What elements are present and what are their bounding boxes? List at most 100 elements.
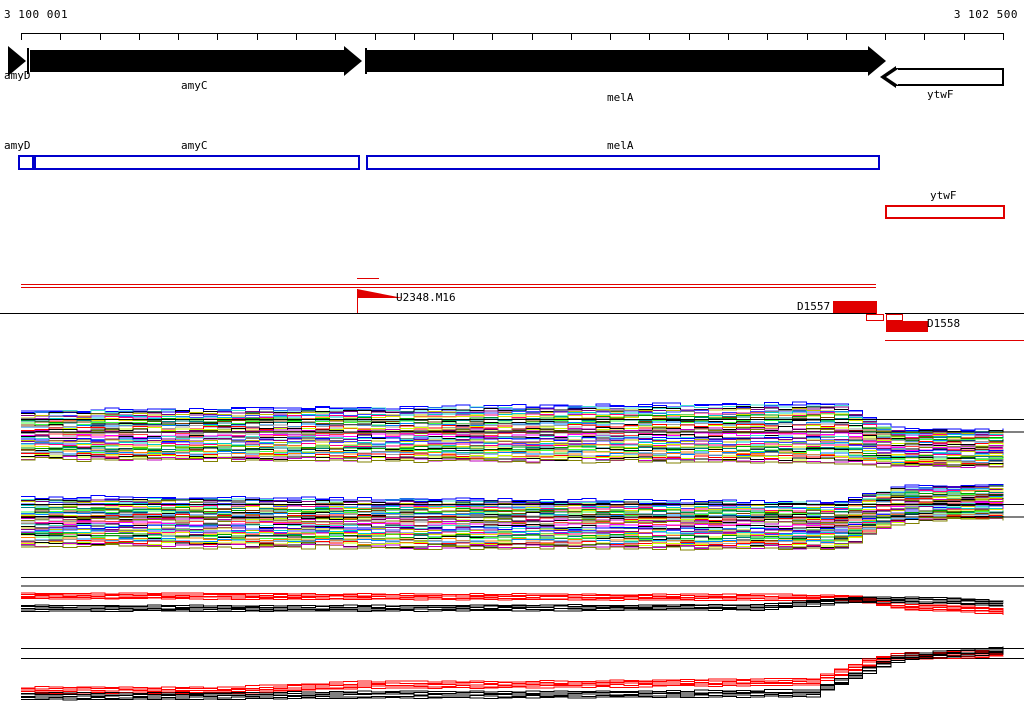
alignment-trace-line xyxy=(21,489,1004,513)
ruler-axis-line xyxy=(21,33,1003,34)
match-baseline-left xyxy=(0,313,876,314)
gene-arrow-ytwf-body[interactable] xyxy=(896,68,1004,86)
alignment-trace-line xyxy=(21,485,1004,507)
alignment-trace-line xyxy=(21,652,1004,701)
ruler-tick xyxy=(532,33,533,40)
alignment-trace-line xyxy=(21,494,1003,516)
alignment-trace-panel-3[interactable] xyxy=(0,570,1024,632)
arrow-head-icon xyxy=(8,46,26,76)
gene-label-amyd: amyD xyxy=(4,69,31,82)
ruler-tick xyxy=(139,33,140,40)
alignment-trace-line xyxy=(21,517,1004,551)
ruler-tick xyxy=(21,33,22,40)
ruler-tick xyxy=(492,33,493,40)
orf-label-amyc: amyC xyxy=(181,139,208,152)
alignment-trace-line xyxy=(21,652,1004,692)
alignment-trace-line xyxy=(21,490,1004,515)
alignment-trace-line xyxy=(21,450,1004,464)
alignment-trace-line xyxy=(21,425,1004,447)
orf-label-ytwf: ytwF xyxy=(930,189,957,202)
gene-label-mela: melA xyxy=(607,91,634,104)
orf-box-track: amyD amyC melA ytwF xyxy=(0,140,1024,230)
gene-boundary-amyd xyxy=(27,48,29,74)
alignment-trace-line xyxy=(21,504,1004,532)
match-label-u2348m16: U2348.M16 xyxy=(396,291,456,304)
orf-box-amyc[interactable] xyxy=(18,155,360,170)
ruler-tick xyxy=(60,33,61,40)
match-block-d1557[interactable] xyxy=(833,301,876,313)
multi-alignment-density-panel-1[interactable] xyxy=(0,398,1024,470)
coordinate-ruler[interactable] xyxy=(0,33,1024,47)
alignment-trace-line xyxy=(21,507,1004,536)
orf-box-ytwf[interactable] xyxy=(885,205,1005,219)
ruler-tick xyxy=(807,33,808,40)
gene-arrow-track: amyD amyC melA ytwF xyxy=(0,46,1024,104)
gene-label-amyc: amyC xyxy=(181,79,208,92)
match-anchor-u2348m16 xyxy=(357,289,358,314)
match-baseline-right xyxy=(885,313,1024,314)
ruler-tick xyxy=(767,33,768,40)
alignment-trace-line xyxy=(21,445,1004,460)
ruler-tick xyxy=(375,33,376,40)
contig-line-red-lower xyxy=(21,287,876,288)
alignment-trace-line xyxy=(21,601,1004,613)
match-exon-box-d1558-b[interactable] xyxy=(886,314,903,321)
multi-alignment-density-panel-2[interactable] xyxy=(0,483,1024,555)
match-feature-track: U2348.M16 D1557 D1558 xyxy=(0,265,1024,355)
alignment-trace-line xyxy=(21,428,1004,449)
orf-label-amyd: amyD xyxy=(4,139,31,152)
alignment-trace-line xyxy=(21,422,1004,446)
ruler-tick xyxy=(1003,33,1004,40)
ruler-tick xyxy=(728,33,729,40)
gene-label-ytwf: ytwF xyxy=(927,88,954,101)
match-anchor-d1557 xyxy=(876,301,877,316)
alignment-trace-line xyxy=(21,457,1004,468)
gene-arrow-amyc-body[interactable] xyxy=(30,50,344,72)
ruler-tick xyxy=(217,33,218,40)
ruler-tick xyxy=(178,33,179,40)
coordinate-start-label: 3 100 001 xyxy=(4,8,69,21)
match-block-d1558[interactable] xyxy=(886,321,928,332)
ruler-tick xyxy=(100,33,101,40)
arrow-head-left-fill xyxy=(886,69,898,85)
alignment-trace-line xyxy=(21,651,1004,690)
ruler-tick xyxy=(846,33,847,40)
alignment-trace-line xyxy=(21,494,1004,518)
gene-arrow-amyd[interactable] xyxy=(8,46,30,76)
alignment-trace-line xyxy=(21,592,1004,610)
ruler-tick xyxy=(610,33,611,40)
ruler-tick xyxy=(453,33,454,40)
alignment-trace-line xyxy=(21,413,1004,440)
match-label-d1557: D1557 xyxy=(797,300,831,313)
alignment-trace-line xyxy=(21,646,1004,694)
alignment-trace-line xyxy=(21,442,1004,458)
gene-arrow-mela-body[interactable] xyxy=(366,50,868,72)
alignment-trace-panel-4[interactable] xyxy=(0,640,1024,712)
alignment-trace-line xyxy=(21,597,1004,609)
ruler-tick xyxy=(296,33,297,40)
coordinate-end-label: 3 102 500 xyxy=(953,8,1018,21)
ruler-tick xyxy=(257,33,258,40)
ruler-tick xyxy=(571,33,572,40)
match-exon-box-d1558-a[interactable] xyxy=(866,314,884,321)
ruler-tick xyxy=(689,33,690,40)
ruler-tick xyxy=(335,33,336,40)
alignment-trace-line xyxy=(21,410,1004,438)
orf-label-mela: melA xyxy=(607,139,634,152)
match-label-d1558: D1558 xyxy=(927,317,961,330)
alignment-trace-line xyxy=(21,593,1004,611)
ruler-tick xyxy=(885,33,886,40)
ruler-tick xyxy=(649,33,650,40)
contig-line-red-d1558 xyxy=(885,340,1024,341)
ruler-tick xyxy=(964,33,965,40)
arrow-head-icon xyxy=(344,46,362,76)
match-block-u2348m16[interactable] xyxy=(357,289,403,298)
alignment-trace-line xyxy=(21,515,1004,549)
orf-box-mela[interactable] xyxy=(366,155,880,170)
alignment-trace-line xyxy=(21,654,1004,693)
alignment-trace-line xyxy=(21,435,1004,453)
alignment-trace-line xyxy=(21,596,1004,607)
alignment-trace-line xyxy=(21,599,1004,610)
alignment-trace-line xyxy=(21,427,1004,449)
